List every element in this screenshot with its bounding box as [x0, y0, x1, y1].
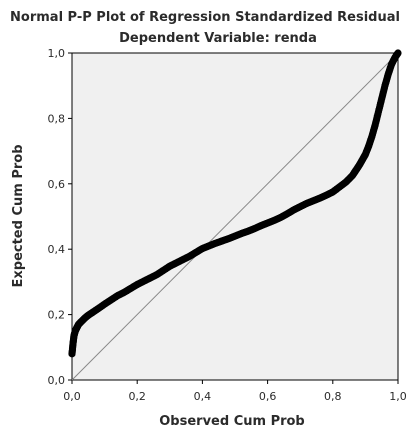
data-point	[283, 210, 291, 218]
data-point	[140, 277, 148, 285]
x-axis-ticks: 0,0 0,2 0,4 0,6 0,8 1,0	[63, 380, 407, 403]
data-point	[211, 239, 220, 247]
data-point	[159, 266, 167, 275]
x-tick-label: 0,6	[259, 390, 277, 403]
data-point	[127, 284, 135, 293]
data-point	[231, 232, 239, 240]
data-point	[368, 132, 376, 140]
data-point	[361, 150, 369, 158]
y-tick-label: 0,4	[48, 243, 66, 256]
y-axis-label: Expected Cum Prob	[11, 145, 26, 288]
data-point	[378, 95, 386, 103]
data-point	[179, 256, 187, 264]
data-point	[114, 292, 122, 300]
data-point	[101, 300, 109, 308]
data-point	[218, 237, 226, 245]
x-tick-label: 0,2	[128, 390, 146, 403]
y-tick-label: 1,0	[48, 47, 66, 60]
data-point	[198, 244, 206, 253]
chart-title: Normal P-P Plot of Regression Standardiz…	[10, 10, 400, 25]
data-point	[329, 188, 337, 196]
y-tick-label: 0,8	[48, 112, 66, 125]
data-point	[381, 82, 389, 90]
x-axis-label: Observed Cum Prob	[159, 414, 305, 429]
data-point	[153, 271, 161, 279]
data-point	[133, 280, 141, 289]
y-tick-label: 0,2	[48, 309, 66, 322]
data-point	[224, 235, 233, 243]
data-point	[205, 242, 213, 250]
data-point	[358, 156, 366, 164]
data-point	[355, 162, 363, 170]
data-point	[237, 229, 246, 238]
data-point	[335, 183, 343, 191]
data-point	[316, 194, 324, 202]
data-point	[244, 227, 252, 235]
x-tick-label: 0,0	[63, 390, 81, 403]
data-point	[342, 178, 350, 186]
x-tick-label: 1,0	[389, 390, 407, 403]
data-point	[384, 70, 392, 78]
data-point	[371, 121, 379, 129]
data-point	[296, 203, 304, 211]
data-point	[192, 248, 200, 257]
y-tick-label: 0,6	[48, 178, 66, 191]
data-point	[68, 350, 76, 358]
data-point	[270, 216, 278, 225]
chart-subtitle: Dependent Variable: renda	[119, 31, 317, 46]
data-point	[264, 219, 272, 227]
y-axis-ticks: 0,0 0,2 0,4 0,6 0,8 1,0	[48, 47, 72, 387]
data-point	[257, 222, 265, 230]
data-point	[387, 60, 396, 69]
data-points	[68, 49, 402, 358]
data-point	[185, 252, 193, 260]
x-tick-label: 0,8	[324, 390, 342, 403]
data-point	[172, 259, 180, 267]
data-point	[69, 340, 77, 348]
data-point	[166, 262, 174, 270]
data-point	[250, 225, 259, 233]
data-point	[374, 108, 383, 116]
data-point	[303, 199, 311, 208]
data-point	[146, 274, 154, 282]
data-point	[120, 288, 128, 296]
data-point	[365, 142, 373, 150]
data-point	[94, 305, 102, 313]
data-point	[309, 197, 317, 205]
data-point	[394, 49, 402, 57]
reference-diagonal-line	[71, 52, 399, 381]
data-point	[277, 213, 285, 222]
data-point	[322, 191, 330, 199]
y-tick-label: 0,0	[48, 374, 66, 387]
data-point	[107, 296, 115, 304]
x-tick-label: 0,4	[194, 390, 212, 403]
data-point	[290, 206, 298, 214]
